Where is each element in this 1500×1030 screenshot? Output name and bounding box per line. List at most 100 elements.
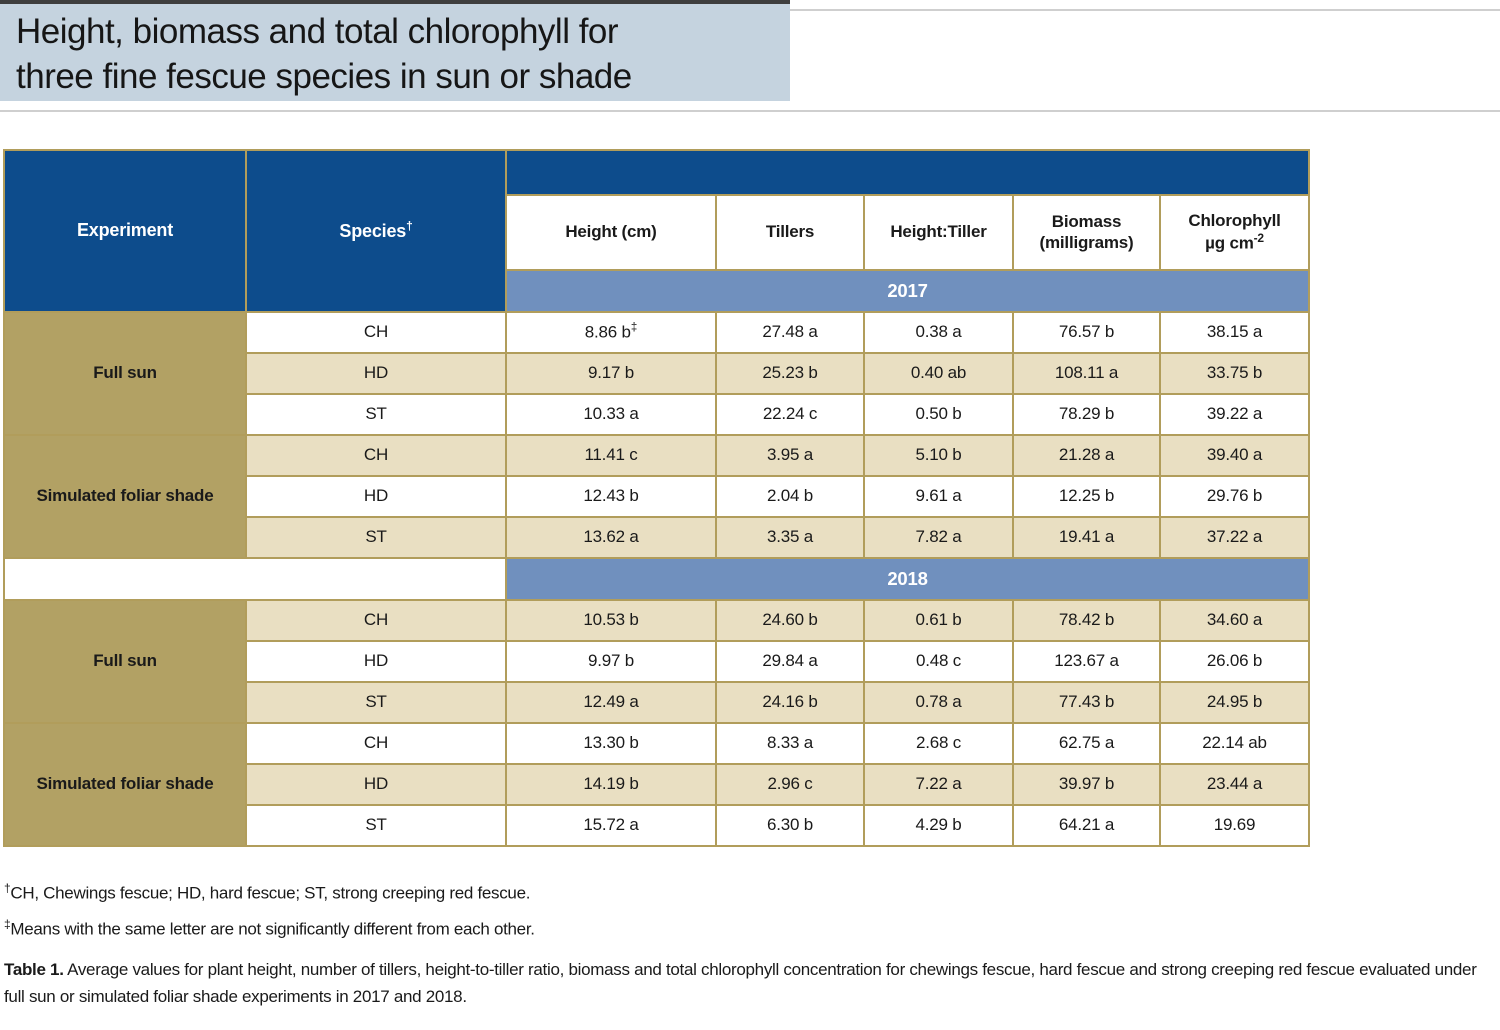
ratio-cell: 0.50 b: [863, 393, 1014, 436]
chlorophyll-cell: 24.95 b: [1158, 681, 1311, 724]
species-cell: ST: [245, 516, 507, 559]
height-cell: 12.43 b: [505, 475, 717, 518]
experiment-group-cell: Simulated foliar shade: [3, 434, 247, 559]
top-accent-bar: [0, 0, 790, 4]
year-band-row-2018: 2018: [3, 557, 1311, 601]
caption-label: Table 1.: [4, 960, 64, 979]
caption-text: Average values for plant height, number …: [4, 960, 1477, 1006]
ratio-cell: 4.29 b: [863, 804, 1014, 847]
tillers-cell: 24.16 b: [715, 681, 865, 724]
biomass-cell: 19.41 a: [1012, 516, 1161, 559]
tillers-cell: 2.96 c: [715, 763, 865, 806]
chlorophyll-cell: 19.69: [1158, 804, 1311, 847]
biomass-cell: 64.21 a: [1012, 804, 1161, 847]
table-row: HD 9.17 b 25.23 b 0.40 ab 108.11 a 33.75…: [4, 352, 1311, 395]
header-height: Height (cm): [505, 194, 717, 271]
header-chlorophyll: Chlorophyll µg cm-2: [1158, 194, 1311, 271]
tillers-cell: 24.60 b: [715, 599, 865, 642]
height-cell: 13.30 b: [505, 722, 717, 765]
chlorophyll-cell: 37.22 a: [1158, 516, 1311, 559]
species-cell: HD: [245, 352, 507, 395]
header-tillers: Tillers: [715, 194, 865, 271]
header-species: Species†: [245, 149, 507, 313]
table-row: Full sun CH 10.53 b 24.60 b 0.61 b 78.42…: [3, 599, 1311, 724]
biomass-cell: 76.57 b: [1012, 311, 1161, 354]
ratio-cell: 7.22 a: [863, 763, 1014, 806]
section-gap-cell: [3, 557, 507, 601]
tillers-cell: 29.84 a: [715, 640, 865, 683]
header-experiment: Experiment: [3, 149, 247, 313]
table-row: ST 10.33 a 22.24 c 0.50 b 78.29 b 39.22 …: [4, 393, 1311, 436]
ratio-cell: 0.38 a: [863, 311, 1014, 354]
species-cell: CH: [245, 434, 507, 477]
table-row: ST 12.49 a 24.16 b 0.78 a 77.43 b 24.95 …: [4, 681, 1311, 724]
biomass-cell: 12.25 b: [1012, 475, 1161, 518]
height-cell: 9.97 b: [505, 640, 717, 683]
tillers-cell: 3.35 a: [715, 516, 865, 559]
chlorophyll-cell: 38.15 a: [1158, 311, 1311, 354]
tillers-cell: 2.04 b: [715, 475, 865, 518]
table-row: ST 15.72 a 6.30 b 4.29 b 64.21 a 19.69: [4, 804, 1311, 847]
species-cell: CH: [245, 311, 507, 354]
height-cell: 8.86 b‡: [505, 311, 717, 354]
biomass-cell: 62.75 a: [1012, 722, 1161, 765]
ratio-cell: 5.10 b: [863, 434, 1014, 477]
title-block: Height, biomass and total chlorophyll fo…: [0, 4, 790, 101]
chlorophyll-cell: 22.14 ab: [1158, 722, 1311, 765]
chlorophyll-cell: 23.44 a: [1158, 763, 1311, 806]
biomass-cell: 78.29 b: [1012, 393, 1161, 436]
year-band-2017: 2017: [504, 269, 1311, 313]
column-header-row: Height (cm) Tillers Height:Tiller Biomas…: [4, 194, 1311, 271]
species-cell: CH: [245, 599, 507, 642]
footnote-significance: ‡Means with the same letter are not sign…: [4, 916, 535, 939]
species-cell: ST: [245, 804, 507, 847]
height-cell: 13.62 a: [505, 516, 717, 559]
height-cell: 12.49 a: [505, 681, 717, 724]
header-blue-band: [504, 149, 1311, 196]
biomass-cell: 21.28 a: [1012, 434, 1161, 477]
height-cell: 10.33 a: [505, 393, 717, 436]
table-row: HD 12.43 b 2.04 b 9.61 a 12.25 b 29.76 b: [4, 475, 1311, 518]
height-cell: 11.41 c: [505, 434, 717, 477]
tillers-cell: 3.95 a: [715, 434, 865, 477]
ratio-cell: 0.61 b: [863, 599, 1014, 642]
table-row: Full sun CH 8.86 b‡ 27.48 a 0.38 a 76.57…: [3, 311, 1311, 436]
species-cell: HD: [245, 475, 507, 518]
header-height-tiller: Height:Tiller: [863, 194, 1014, 271]
ratio-cell: 9.61 a: [863, 475, 1014, 518]
year-band-2018: 2018: [504, 557, 1311, 601]
page-title-line2: three fine fescue species in sun or shad…: [16, 57, 632, 96]
biomass-cell: 78.42 b: [1012, 599, 1161, 642]
tillers-cell: 6.30 b: [715, 804, 865, 847]
tillers-cell: 22.24 c: [715, 393, 865, 436]
species-cell: CH: [245, 722, 507, 765]
tillers-cell: 27.48 a: [715, 311, 865, 354]
table-caption: Table 1. Average values for plant height…: [4, 956, 1498, 1010]
ratio-cell: 2.68 c: [863, 722, 1014, 765]
height-cell: 10.53 b: [505, 599, 717, 642]
tillers-cell: 8.33 a: [715, 722, 865, 765]
header-biomass: Biomass (milligrams): [1012, 194, 1161, 271]
species-cell: ST: [245, 681, 507, 724]
page-title-line1: Height, biomass and total chlorophyll fo…: [16, 12, 619, 51]
ratio-cell: 0.78 a: [863, 681, 1014, 724]
biomass-cell: 77.43 b: [1012, 681, 1161, 724]
height-cell: 15.72 a: [505, 804, 717, 847]
footnote-species-codes: †CH, Chewings fescue; HD, hard fescue; S…: [4, 881, 531, 903]
footnotes-block: †CH, Chewings fescue; HD, hard fescue; S…: [4, 873, 1204, 944]
top-hairline-rule: [790, 9, 1500, 11]
ratio-cell: 7.82 a: [863, 516, 1014, 559]
divider-rule: [0, 110, 1500, 112]
fescue-data-table: Experiment Species† Height (cm) Tillers …: [3, 149, 1311, 847]
species-cell: HD: [245, 640, 507, 683]
species-cell: HD: [245, 763, 507, 806]
table-row: ST 13.62 a 3.35 a 7.82 a 19.41 a 37.22 a: [4, 516, 1311, 559]
chlorophyll-cell: 39.40 a: [1158, 434, 1311, 477]
tillers-cell: 25.23 b: [715, 352, 865, 395]
chlorophyll-cell: 39.22 a: [1158, 393, 1311, 436]
table-row: Simulated foliar shade CH 11.41 c 3.95 a…: [3, 434, 1311, 559]
experiment-group-cell: Full sun: [3, 599, 247, 724]
table-row: HD 9.97 b 29.84 a 0.48 c 123.67 a 26.06 …: [4, 640, 1311, 683]
chlorophyll-cell: 33.75 b: [1158, 352, 1311, 395]
